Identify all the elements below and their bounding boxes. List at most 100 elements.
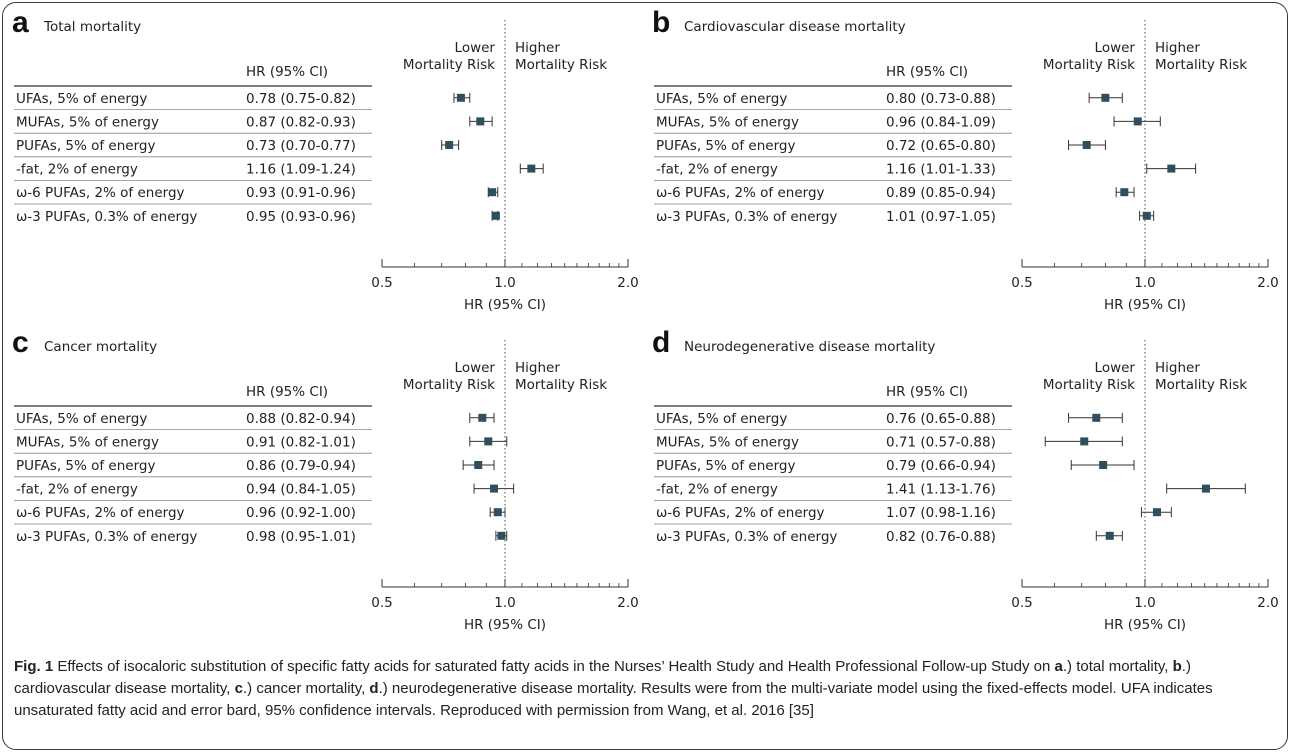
row-label: ω-3 PUFAs, 0.3% of energy xyxy=(656,209,837,225)
row-label: PUFAs, 5% of energy xyxy=(16,138,155,154)
x-tick-label: 1.0 xyxy=(1134,595,1155,611)
panel-d-neurodegenerative-mortality: d Neurodegenerative disease mortality HR… xyxy=(650,326,1280,652)
row-label: PUFAs, 5% of energy xyxy=(16,458,155,474)
panel-title: Cancer mortality xyxy=(44,339,158,355)
column-header: HR (95% CI) xyxy=(246,64,328,80)
hr-point-marker xyxy=(484,437,493,446)
row-label: MUFAs, 5% of energy xyxy=(16,434,159,450)
x-axis-title: HR (95% CI) xyxy=(1104,297,1186,313)
figure-caption: Fig. 1 Effects of isocaloric substitutio… xyxy=(14,658,1213,719)
lower-risk-label: Mortality Risk xyxy=(1043,57,1135,73)
row-hr-ci: 0.93 (0.91-0.96) xyxy=(246,185,356,201)
hr-point-marker xyxy=(1082,141,1091,149)
hr-point-marker xyxy=(456,93,465,102)
panel-letter: a xyxy=(12,6,29,39)
higher-risk-label: Higher xyxy=(515,40,560,56)
higher-risk-label: Higher xyxy=(515,360,560,376)
higher-risk-label: Mortality Risk xyxy=(515,377,607,393)
row-hr-ci: 1.16 (1.09-1.24) xyxy=(246,162,356,178)
hr-point-marker xyxy=(1092,413,1101,422)
hr-point-marker xyxy=(1099,461,1108,469)
row-hr-ci: 1.01 (0.97-1.05) xyxy=(886,209,996,225)
row-hr-ci: 0.82 (0.76-0.88) xyxy=(886,529,996,545)
panel-letter: d xyxy=(652,326,671,359)
hr-point-marker xyxy=(1120,188,1129,197)
row-label: PUFAs, 5% of energy xyxy=(656,458,795,474)
row-hr-ci: 0.96 (0.84-1.09) xyxy=(886,114,996,130)
hr-point-marker xyxy=(1133,117,1142,126)
hr-point-marker xyxy=(527,164,536,173)
row-label: UFAs, 5% of energy xyxy=(656,91,787,107)
x-tick-label: 0.5 xyxy=(371,275,392,291)
x-tick-label: 2.0 xyxy=(1257,275,1278,291)
x-tick-label: 1.0 xyxy=(494,595,515,611)
lower-risk-label: Mortality Risk xyxy=(403,377,495,393)
higher-risk-label: Mortality Risk xyxy=(515,57,607,73)
hr-point-marker xyxy=(1101,93,1110,102)
hr-point-marker xyxy=(1201,484,1210,493)
row-hr-ci: 0.91 (0.82-1.01) xyxy=(246,434,356,450)
row-hr-ci: 0.87 (0.82-0.93) xyxy=(246,114,356,130)
row-hr-ci: 0.95 (0.93-0.96) xyxy=(246,209,356,225)
panel-letter: b xyxy=(652,6,671,39)
x-tick-label: 2.0 xyxy=(617,275,638,291)
hr-point-marker xyxy=(474,461,483,469)
row-hr-ci: 0.98 (0.95-1.01) xyxy=(246,529,356,545)
row-label: MUFAs, 5% of energy xyxy=(656,434,799,450)
hr-point-marker xyxy=(1153,508,1162,517)
row-hr-ci: 0.96 (0.92-1.00) xyxy=(246,505,356,521)
row-hr-ci: 0.89 (0.85-0.94) xyxy=(886,185,996,201)
panel-title: Total mortality xyxy=(44,19,142,35)
hr-point-marker xyxy=(1105,531,1114,540)
hr-point-marker xyxy=(1142,211,1151,220)
row-hr-ci: 0.86 (0.79-0.94) xyxy=(246,458,356,474)
row-label: PUFAs, 5% of energy xyxy=(656,138,795,154)
row-hr-ci: 0.73 (0.70-0.77) xyxy=(246,138,356,154)
hr-point-marker xyxy=(493,508,502,517)
row-hr-ci: 0.78 (0.75-0.82) xyxy=(246,91,356,107)
row-label: Trans-fat, 2% of energy xyxy=(656,162,778,178)
row-label: Trans-fat, 2% of energy xyxy=(656,482,778,498)
column-header: HR (95% CI) xyxy=(886,64,968,80)
row-label: UFAs, 5% of energy xyxy=(16,411,147,427)
row-label: Trans-fat, 2% of energy xyxy=(16,162,138,178)
panel-title: Neurodegenerative disease mortality xyxy=(684,339,936,355)
hr-point-marker xyxy=(490,484,499,493)
hr-point-marker xyxy=(476,117,485,126)
hr-point-marker xyxy=(1080,437,1089,446)
row-label: ω-3 PUFAs, 0.3% of energy xyxy=(656,529,837,545)
row-hr-ci: 0.72 (0.65-0.80) xyxy=(886,138,996,154)
lower-risk-label: Lower xyxy=(1095,360,1136,376)
x-tick-label: 2.0 xyxy=(617,595,638,611)
x-tick-label: 1.0 xyxy=(1134,275,1155,291)
row-label: Trans-fat, 2% of energy xyxy=(16,482,138,498)
hr-point-marker xyxy=(491,211,500,220)
row-hr-ci: 0.94 (0.84-1.05) xyxy=(246,482,356,498)
hr-point-marker xyxy=(488,188,497,197)
row-hr-ci: 1.41 (1.13-1.76) xyxy=(886,482,996,498)
row-label: UFAs, 5% of energy xyxy=(16,91,147,107)
x-axis-title: HR (95% CI) xyxy=(464,617,546,633)
row-label: ω-3 PUFAs, 0.3% of energy xyxy=(16,209,197,225)
lower-risk-label: Lower xyxy=(455,360,496,376)
row-label: ω-3 PUFAs, 0.3% of energy xyxy=(16,529,197,545)
row-label: MUFAs, 5% of energy xyxy=(16,114,159,130)
row-label: ω-6 PUFAs, 2% of energy xyxy=(16,185,185,201)
row-hr-ci: 0.79 (0.66-0.94) xyxy=(886,458,996,474)
row-label: ω-6 PUFAs, 2% of energy xyxy=(656,505,825,521)
hr-point-marker xyxy=(497,531,506,540)
hr-point-marker xyxy=(1167,164,1176,173)
panel-title: Cardiovascular disease mortality xyxy=(684,19,906,35)
x-axis-title: HR (95% CI) xyxy=(1104,617,1186,633)
x-tick-label: 1.0 xyxy=(494,275,515,291)
row-label: ω-6 PUFAs, 2% of energy xyxy=(16,505,185,521)
row-hr-ci: 0.88 (0.82-0.94) xyxy=(246,411,356,427)
row-label: ω-6 PUFAs, 2% of energy xyxy=(656,185,825,201)
column-header: HR (95% CI) xyxy=(246,384,328,400)
panel-a-total-mortality: a Total mortality HR (95% CI) Lower Mortal… xyxy=(10,6,640,332)
